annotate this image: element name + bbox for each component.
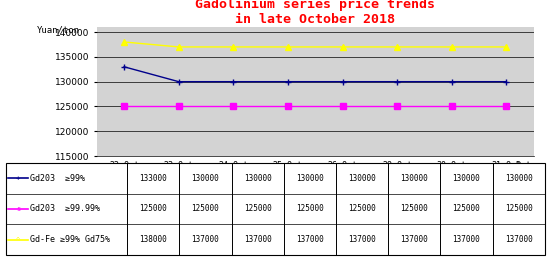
Text: 137000: 137000 [191,236,220,244]
Title: Gadolinium series price trends
in late October 2018: Gadolinium series price trends in late O… [195,0,435,26]
Text: 125000: 125000 [296,205,324,213]
Text: 133000: 133000 [139,174,167,182]
Text: ^: ^ [16,237,20,243]
Text: 125000: 125000 [400,205,428,213]
Text: Date: Date [515,161,536,170]
Text: +: + [16,175,20,181]
Text: 125000: 125000 [139,205,167,213]
Text: 125000: 125000 [244,205,272,213]
Text: 125000: 125000 [191,205,220,213]
Text: s: s [16,206,20,212]
Text: Yuan/ton: Yuan/ton [36,26,80,35]
Text: 137000: 137000 [348,236,376,244]
Text: 138000: 138000 [139,236,167,244]
Text: 130000: 130000 [244,174,272,182]
Text: 137000: 137000 [452,236,481,244]
Text: 125000: 125000 [505,205,533,213]
Text: 137000: 137000 [244,236,272,244]
Text: 130000: 130000 [452,174,481,182]
Text: Gd203  ≥99%: Gd203 ≥99% [30,174,85,182]
Text: 130000: 130000 [348,174,376,182]
Text: 130000: 130000 [296,174,324,182]
Text: 137000: 137000 [296,236,324,244]
Text: 130000: 130000 [400,174,428,182]
Text: 125000: 125000 [348,205,376,213]
Text: 137000: 137000 [505,236,533,244]
Text: 130000: 130000 [505,174,533,182]
Text: 125000: 125000 [452,205,481,213]
Text: 137000: 137000 [400,236,428,244]
Text: 130000: 130000 [191,174,220,182]
Text: Gd-Fe ≥99% Gd75%: Gd-Fe ≥99% Gd75% [30,236,111,244]
Text: Gd203  ≥99.99%: Gd203 ≥99.99% [30,205,101,213]
